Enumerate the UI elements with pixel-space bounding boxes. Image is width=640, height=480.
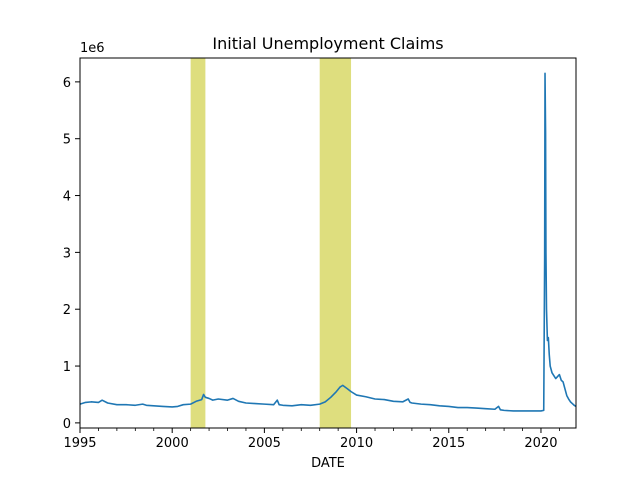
x-tick-label-4: 2015 bbox=[432, 436, 465, 451]
plot-area: 1995 2000 2005 2010 2015 2020 0 1 2 3 4 5 6 bbox=[63, 57, 577, 451]
y-tick-label-3: 3 bbox=[63, 246, 71, 261]
recession-band-0 bbox=[190, 58, 206, 428]
y-tick-label-1: 1 bbox=[63, 360, 71, 375]
x-tick-label-5: 2020 bbox=[524, 436, 557, 451]
series-line-0 bbox=[79, 72, 577, 412]
chart-title: Initial Unemployment Claims bbox=[212, 34, 443, 53]
y-offset-label: 1e6 bbox=[80, 41, 105, 56]
y-tick-label-2: 2 bbox=[63, 303, 71, 318]
recession-band-1 bbox=[319, 58, 352, 428]
x-tick-label-2: 2005 bbox=[248, 436, 281, 451]
x-tick-label-0: 1995 bbox=[63, 436, 96, 451]
y-tick-label-6: 6 bbox=[63, 76, 71, 91]
y-tick-label-0: 0 bbox=[63, 417, 71, 432]
axes-frame bbox=[79, 57, 577, 429]
y-tick-label-4: 4 bbox=[63, 190, 71, 205]
x-tick-label-3: 2010 bbox=[340, 436, 373, 451]
x-tick-label-1: 2000 bbox=[156, 436, 189, 451]
x-axis-label: DATE bbox=[311, 456, 345, 471]
y-tick-label-5: 5 bbox=[63, 133, 71, 148]
